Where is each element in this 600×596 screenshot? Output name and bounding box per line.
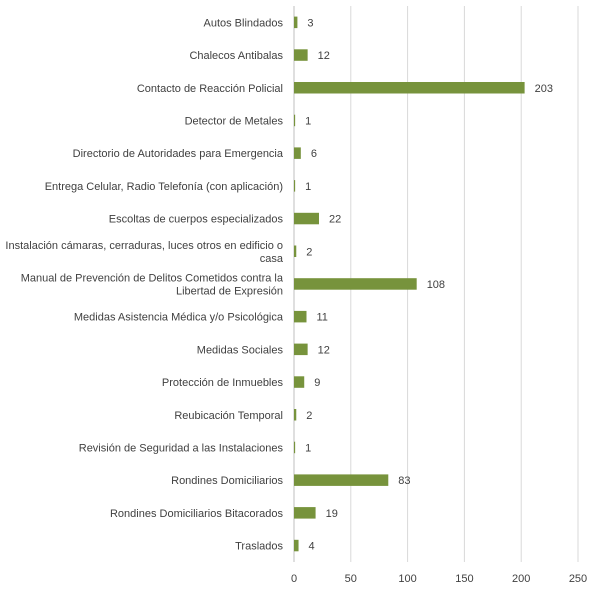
bar bbox=[294, 376, 305, 388]
data-label: 6 bbox=[311, 148, 317, 160]
category-label: Detector de Metales bbox=[185, 115, 284, 127]
category-label: Autos Blindados bbox=[204, 17, 284, 29]
data-label: 1 bbox=[305, 442, 311, 454]
bar bbox=[294, 507, 316, 519]
category-label: Traslados bbox=[235, 541, 283, 553]
bar bbox=[294, 49, 308, 61]
x-tick-label: 50 bbox=[345, 573, 357, 585]
category-label: Rondines Domiciliarios bbox=[171, 475, 283, 487]
category-label: Entrega Celular, Radio Telefonía (con ap… bbox=[45, 181, 283, 193]
x-tick-label: 100 bbox=[398, 573, 416, 585]
bars bbox=[294, 16, 525, 552]
x-tick-label: 150 bbox=[455, 573, 473, 585]
data-label: 83 bbox=[398, 475, 410, 487]
bar bbox=[294, 180, 296, 192]
data-label: 203 bbox=[535, 83, 553, 95]
data-label: 3 bbox=[307, 17, 313, 29]
category-label: Directorio de Autoridades para Emergenci… bbox=[73, 148, 284, 160]
bar bbox=[294, 474, 389, 486]
bar bbox=[294, 16, 298, 29]
bar bbox=[294, 409, 297, 421]
data-label: 108 bbox=[427, 279, 445, 291]
category-label: Contacto de Reacción Policial bbox=[137, 83, 283, 95]
data-label: 22 bbox=[329, 214, 341, 226]
bar bbox=[294, 343, 308, 356]
data-label: 11 bbox=[316, 312, 327, 324]
category-label: casa bbox=[260, 253, 284, 265]
data-label: 2 bbox=[306, 246, 312, 258]
x-tick-label: 250 bbox=[569, 573, 587, 585]
x-tick-label: 0 bbox=[291, 573, 297, 585]
bar bbox=[294, 212, 319, 225]
category-label: Rondines Domiciliarios Bitacorados bbox=[110, 508, 284, 520]
bar bbox=[294, 82, 525, 94]
bar bbox=[294, 114, 296, 127]
category-label: Reubicación Temporal bbox=[174, 410, 283, 422]
category-label: Protección de Inmuebles bbox=[162, 377, 284, 389]
data-label: 1 bbox=[305, 115, 311, 127]
category-label: Medidas Sociales bbox=[197, 344, 284, 356]
data-label: 19 bbox=[326, 508, 338, 520]
bar bbox=[294, 310, 307, 323]
category-label: Medidas Asistencia Médica y/o Psicológic… bbox=[74, 312, 284, 324]
data-label: 9 bbox=[314, 377, 320, 389]
data-label: 2 bbox=[306, 410, 312, 422]
category-label: Chalecos Antibalas bbox=[189, 50, 283, 62]
x-tick-label: 200 bbox=[512, 573, 530, 585]
category-label: Manual de Prevención de Delitos Cometido… bbox=[21, 272, 284, 284]
bar bbox=[294, 147, 301, 159]
category-labels: Autos Blindados Chalecos Antibalas Contact… bbox=[5, 17, 283, 552]
x-axis-ticks: 0 50 100 150 200 250 bbox=[291, 573, 587, 585]
data-label: 4 bbox=[309, 541, 315, 553]
category-label: Revisión de Seguridad a las Instalacione… bbox=[79, 442, 284, 454]
category-label: Instalación cámaras, cerraduras, luces o… bbox=[5, 240, 283, 252]
data-label: 1 bbox=[305, 181, 311, 193]
bar bbox=[294, 245, 297, 257]
bar bbox=[294, 278, 417, 290]
category-label: Libertad de Expresión bbox=[176, 285, 283, 297]
category-label: Escoltas de cuerpos especializados bbox=[109, 214, 284, 226]
data-label: 12 bbox=[318, 344, 330, 356]
data-label: 12 bbox=[318, 50, 330, 62]
bar bbox=[294, 441, 296, 454]
bar bbox=[294, 539, 299, 552]
